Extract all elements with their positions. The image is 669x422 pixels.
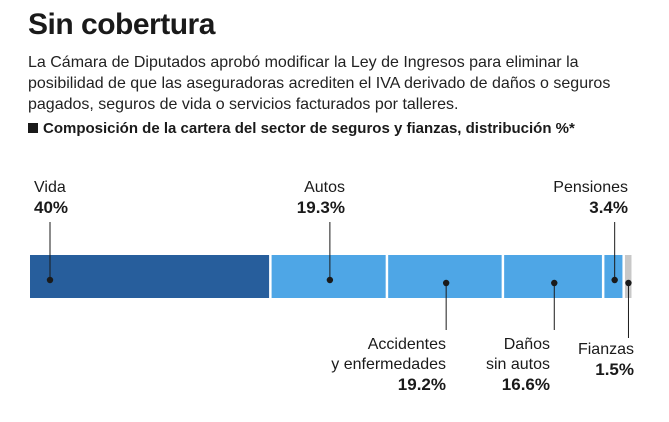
data-point-5 — [625, 279, 632, 287]
bullet-square-icon — [28, 123, 38, 133]
description: La Cámara de Diputados aprobó modificar … — [28, 54, 611, 113]
data-point-1 — [326, 276, 334, 284]
label-pensiones: Pensiones 3.4% — [553, 179, 628, 217]
chart-subtitle-text: Composición de la cartera del sector de … — [43, 120, 575, 137]
data-point-4 — [611, 276, 618, 284]
label-accidentes: Accidentes y enfermedades 19.2% — [331, 336, 446, 394]
data-point-3 — [551, 279, 558, 287]
bar-segment-0 — [30, 255, 270, 298]
chart-subtitle: Composición de la cartera del sector de … — [28, 120, 575, 137]
data-point-0 — [46, 276, 54, 284]
label-danos: Daños sin autos 16.6% — [485, 336, 550, 394]
bar-segment-3 — [504, 255, 602, 298]
label-fianzas: Fianzas 1.5% — [577, 341, 634, 379]
data-point-2 — [442, 279, 450, 287]
bar-segment-5 — [624, 255, 632, 298]
label-vida: Vida 40% — [34, 179, 69, 217]
bar-segment-4 — [604, 255, 623, 298]
label-autos: Autos 19.3% — [296, 179, 345, 217]
bar-segment-2 — [388, 255, 502, 298]
page-title: Sin cobertura — [28, 8, 215, 41]
bar-segment-1 — [271, 255, 386, 298]
